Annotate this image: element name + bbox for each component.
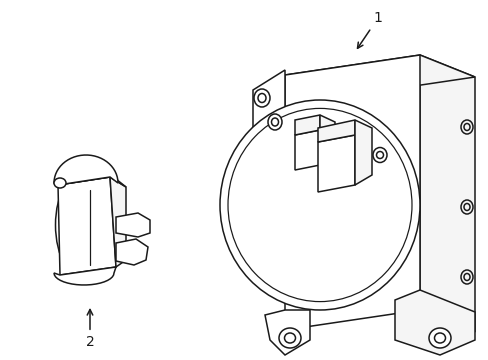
- Polygon shape: [116, 213, 150, 237]
- Polygon shape: [285, 55, 419, 330]
- Polygon shape: [252, 70, 285, 148]
- Ellipse shape: [267, 114, 282, 130]
- Text: 2: 2: [85, 310, 94, 349]
- Ellipse shape: [372, 148, 386, 162]
- Polygon shape: [116, 239, 148, 265]
- Polygon shape: [294, 130, 319, 170]
- Text: 1: 1: [357, 11, 382, 48]
- Ellipse shape: [460, 120, 472, 134]
- Ellipse shape: [220, 100, 419, 310]
- Polygon shape: [317, 120, 354, 142]
- Ellipse shape: [54, 178, 66, 188]
- Polygon shape: [285, 55, 474, 97]
- Ellipse shape: [279, 328, 301, 348]
- Polygon shape: [419, 55, 474, 332]
- Ellipse shape: [460, 270, 472, 284]
- Polygon shape: [54, 267, 116, 285]
- Ellipse shape: [428, 328, 450, 348]
- Polygon shape: [54, 155, 118, 185]
- Polygon shape: [264, 310, 309, 355]
- Polygon shape: [58, 163, 126, 187]
- Polygon shape: [354, 120, 371, 185]
- Polygon shape: [294, 115, 319, 135]
- Polygon shape: [317, 135, 354, 192]
- Ellipse shape: [460, 200, 472, 214]
- Polygon shape: [319, 115, 334, 165]
- Polygon shape: [110, 177, 126, 267]
- Ellipse shape: [253, 89, 269, 107]
- Polygon shape: [58, 177, 116, 275]
- Polygon shape: [394, 290, 474, 355]
- Ellipse shape: [55, 167, 120, 283]
